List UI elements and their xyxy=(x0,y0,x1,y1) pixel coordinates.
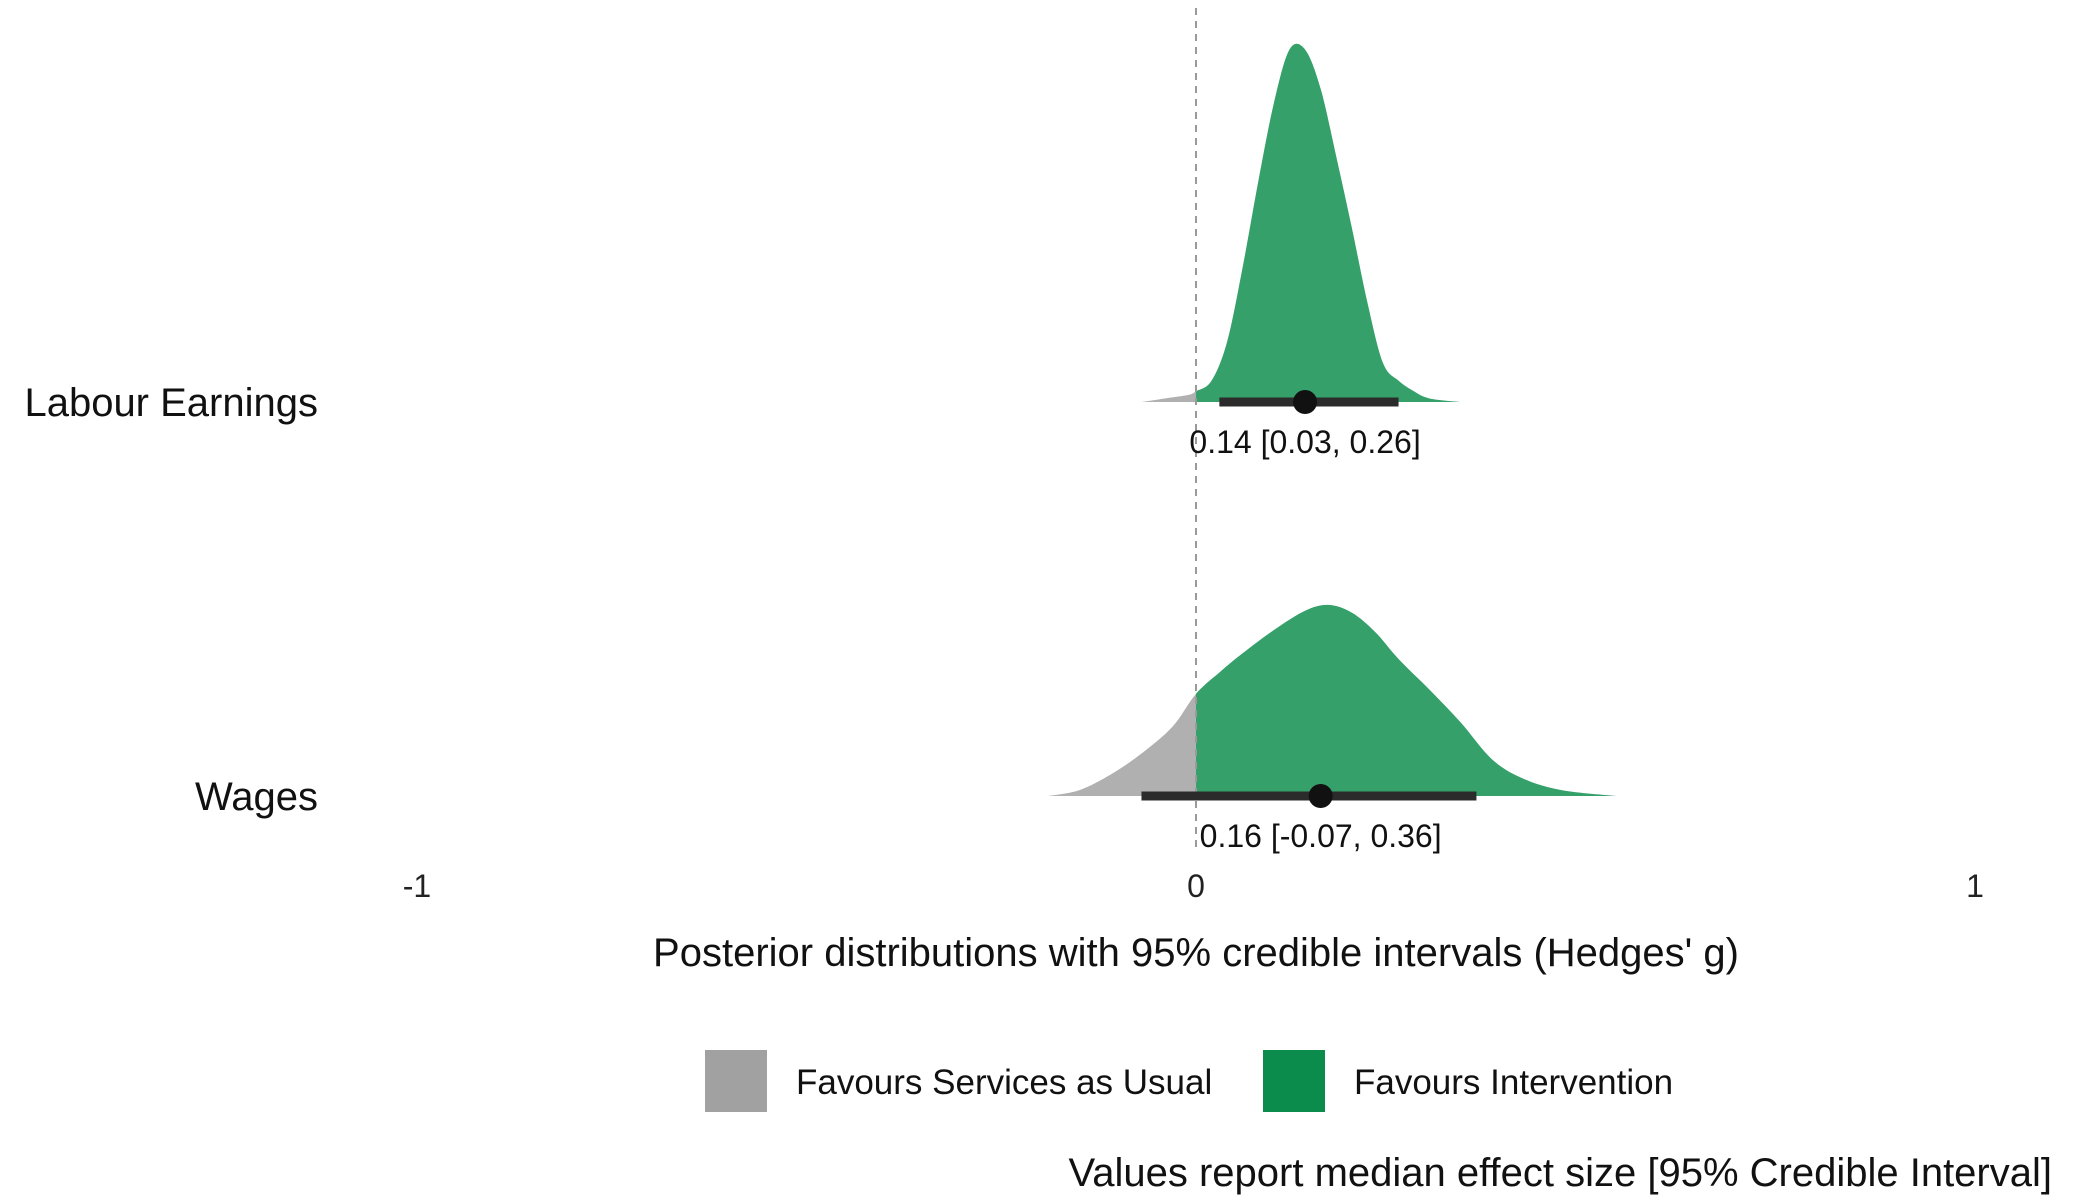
x-tick-label: -1 xyxy=(403,868,431,904)
caption: Values report median effect size [95% Cr… xyxy=(1069,1151,2052,1195)
x-tick-label: 1 xyxy=(1966,868,1984,904)
x-axis-ticks: -1 0 1 xyxy=(403,868,1984,904)
label-layer: 0.14 [0.03, 0.26] Labour Earnings 0.16 [-0… xyxy=(24,381,1441,854)
wages-density-negative xyxy=(1047,693,1196,796)
legend: Favours Services as Usual Favours Interve… xyxy=(705,1050,1673,1112)
labour-earnings-median-point xyxy=(1293,390,1318,414)
labour-earnings-value-label: 0.14 [0.03, 0.26] xyxy=(1189,424,1420,460)
labour-earnings-row-label: Labour Earnings xyxy=(24,381,318,425)
wages-density-positive xyxy=(1196,604,1617,796)
wages-median-point xyxy=(1308,784,1333,808)
wages-row-label: Wages xyxy=(195,775,318,819)
legend-label-favours-intervention: Favours Intervention xyxy=(1354,1063,1673,1102)
legend-label-favours-services-as-usual: Favours Services as Usual xyxy=(796,1063,1212,1102)
density-layer xyxy=(1047,43,1617,796)
x-axis-title: Posterior distributions with 95% credibl… xyxy=(653,931,1739,975)
wages-value-label: 0.16 [-0.07, 0.36] xyxy=(1200,818,1442,854)
x-tick-label: 0 xyxy=(1187,868,1205,904)
labour-earnings-density-negative xyxy=(1141,391,1196,402)
legend-swatch-favours-intervention xyxy=(1263,1050,1325,1112)
labour-earnings-density-positive xyxy=(1196,43,1461,402)
interval-layer xyxy=(1141,390,1477,808)
legend-swatch-favours-services-as-usual xyxy=(705,1050,767,1112)
